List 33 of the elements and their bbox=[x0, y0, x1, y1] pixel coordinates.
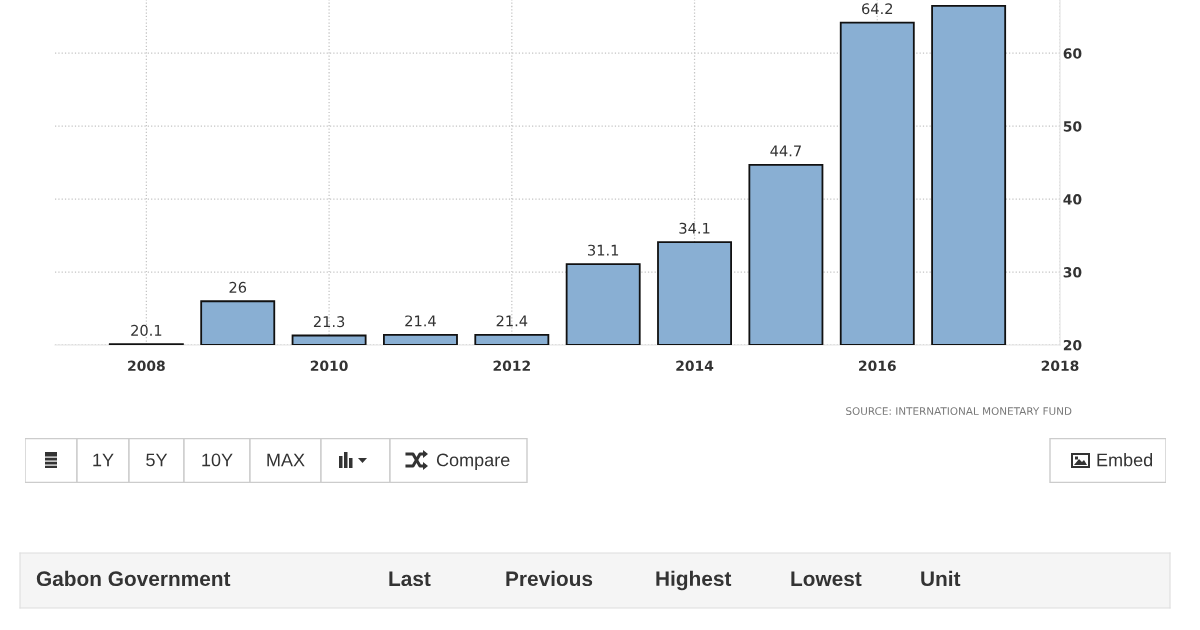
y-tick-label: 30 bbox=[1063, 267, 1082, 278]
data-label: 34.1 bbox=[679, 222, 710, 234]
text: Previous bbox=[506, 570, 593, 587]
text: 5Y bbox=[146, 453, 168, 467]
text: 10Y bbox=[202, 453, 233, 467]
text: Compare bbox=[436, 453, 510, 470]
text: Gabon Government bbox=[36, 570, 231, 587]
x-tick-label: 2010 bbox=[310, 360, 348, 372]
data-label: 26 bbox=[229, 281, 247, 293]
data-label: 64.2 bbox=[862, 3, 893, 15]
data-label: 21.3 bbox=[313, 316, 345, 328]
text: 1Y bbox=[93, 453, 114, 467]
text: MAX bbox=[267, 453, 305, 467]
data-label: 20.1 bbox=[131, 324, 162, 336]
text: Lowest bbox=[791, 571, 862, 587]
data-label: 44.7 bbox=[770, 145, 801, 157]
y-tick-label: 20 bbox=[1063, 339, 1082, 351]
text: Last bbox=[389, 571, 431, 587]
y-tick-label: 60 bbox=[1063, 48, 1082, 59]
x-tick-label: 2014 bbox=[676, 360, 714, 372]
text: Embed bbox=[1097, 453, 1153, 467]
y-tick-label: 50 bbox=[1063, 121, 1082, 132]
x-tick-label: 2012 bbox=[493, 360, 530, 372]
x-tick-label: 2016 bbox=[859, 360, 896, 372]
data-label: 21.4 bbox=[405, 315, 436, 327]
data-label: 21.4 bbox=[496, 315, 528, 327]
x-tick-label: 2008 bbox=[128, 360, 165, 372]
source-note: SOURCE: INTERNATIONAL MONETARY FUND bbox=[846, 407, 1072, 416]
y-tick-label: 40 bbox=[1063, 194, 1082, 205]
x-tick-label: 2018 bbox=[1041, 360, 1079, 372]
data-label: 31.1 bbox=[588, 244, 619, 256]
text: Unit bbox=[921, 570, 961, 587]
text: Highest bbox=[656, 570, 732, 591]
